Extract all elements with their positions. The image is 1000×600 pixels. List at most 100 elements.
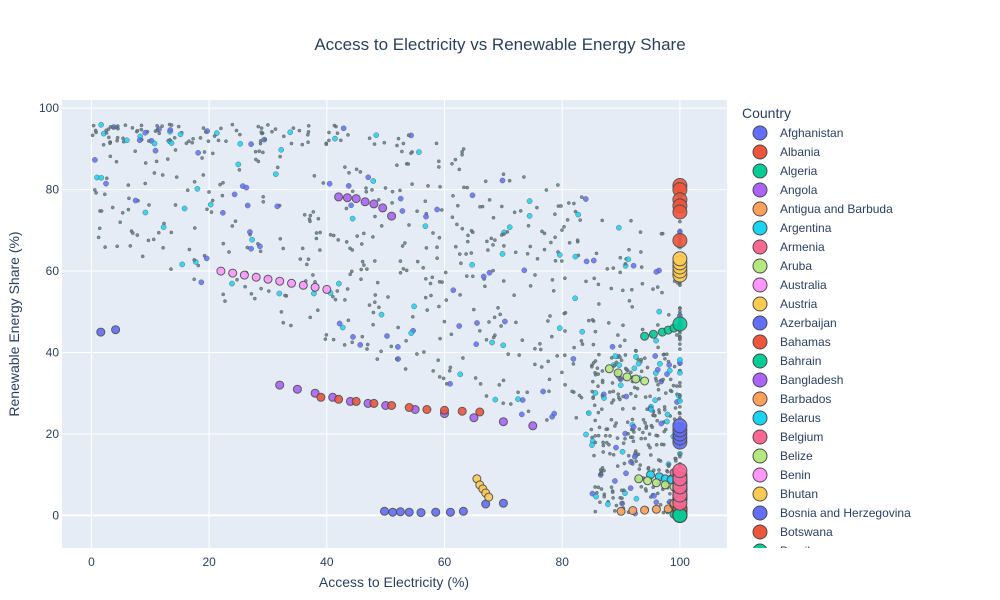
data-point[interactable] (440, 405, 449, 415)
data-point[interactable] (351, 194, 361, 204)
legend-item[interactable]: Bangladesh (752, 372, 843, 388)
legend-item[interactable]: Botswana (752, 524, 833, 540)
background-point (272, 171, 279, 177)
legend-item[interactable]: Bosnia and Herzegovina (752, 505, 911, 521)
data-point[interactable] (528, 421, 538, 431)
legend-item[interactable]: Angola (752, 182, 818, 198)
data-point[interactable] (388, 507, 398, 517)
legend-item[interactable]: Aruba (752, 258, 812, 274)
data-point[interactable] (316, 392, 326, 402)
data-point[interactable] (469, 413, 479, 423)
data-point[interactable] (660, 480, 670, 490)
data-point[interactable] (387, 211, 397, 221)
legend-item[interactable]: Belize (752, 448, 813, 464)
data-point[interactable] (342, 193, 352, 203)
data-point[interactable] (622, 372, 632, 382)
data-point[interactable] (672, 418, 688, 434)
data-point[interactable] (369, 199, 379, 209)
data-point[interactable] (96, 327, 106, 337)
data-point[interactable] (445, 507, 455, 517)
data-point[interactable] (431, 507, 441, 517)
data-point[interactable] (457, 406, 467, 416)
data-point[interactable] (369, 398, 379, 408)
data-point[interactable] (380, 506, 389, 516)
background-point (276, 290, 283, 297)
data-point[interactable] (378, 203, 388, 213)
data-point[interactable] (640, 505, 650, 515)
legend-item[interactable]: Australia (752, 277, 827, 293)
data-point[interactable] (613, 368, 623, 378)
data-point[interactable] (216, 266, 226, 276)
data-point[interactable] (672, 251, 688, 267)
data-point[interactable] (275, 276, 285, 286)
data-point[interactable] (310, 282, 320, 292)
legend-item[interactable]: Azerbaijan (752, 315, 837, 331)
data-point[interactable] (239, 270, 249, 280)
data-point[interactable] (616, 506, 626, 516)
legend-item[interactable]: Armenia (752, 239, 825, 255)
data-point[interactable] (351, 396, 361, 406)
data-point[interactable] (648, 329, 658, 339)
legend-item[interactable]: Barbados (752, 391, 831, 407)
data-point[interactable] (643, 476, 653, 486)
legend-item[interactable]: Austria (752, 296, 818, 312)
data-point[interactable] (498, 417, 508, 427)
background-point (403, 241, 407, 245)
data-point[interactable] (416, 508, 426, 518)
data-point[interactable] (334, 394, 344, 404)
data-point[interactable] (387, 401, 397, 410)
background-point (403, 367, 408, 371)
legend-item[interactable]: Bhutan (752, 486, 818, 502)
background-point (566, 201, 571, 205)
data-point[interactable] (651, 504, 661, 514)
background-point (560, 228, 564, 232)
legend-item[interactable]: Argentina (752, 220, 832, 236)
data-point[interactable] (322, 284, 332, 294)
data-point[interactable] (404, 507, 414, 517)
background-point (668, 388, 673, 393)
legend[interactable]: Country Afghanistan Albania Algeria Angola A… (742, 105, 911, 558)
data-point[interactable] (484, 492, 494, 502)
legend-item[interactable]: Brazil (753, 543, 810, 558)
data-point[interactable] (275, 380, 285, 390)
data-point[interactable] (251, 272, 261, 282)
background-point (314, 231, 319, 235)
data-point[interactable] (640, 331, 650, 341)
data-point[interactable] (395, 507, 405, 517)
data-point[interactable] (672, 233, 688, 248)
data-point[interactable] (458, 506, 468, 516)
data-point[interactable] (498, 498, 508, 508)
data-point[interactable] (111, 325, 121, 335)
data-point[interactable] (263, 274, 273, 284)
data-point[interactable] (298, 280, 308, 290)
data-point[interactable] (651, 478, 661, 488)
legend-item[interactable]: Algeria (752, 163, 818, 179)
legend-item[interactable]: Belarus (752, 410, 821, 426)
data-point[interactable] (672, 204, 688, 220)
legend-item[interactable]: Afghanistan (752, 125, 843, 141)
data-point[interactable] (360, 197, 370, 207)
background-point (347, 170, 351, 175)
data-point[interactable] (334, 192, 344, 202)
legend-item[interactable]: Bahamas (752, 334, 831, 350)
data-point[interactable] (404, 403, 414, 412)
legend-item[interactable]: Belgium (752, 429, 823, 445)
data-point[interactable] (628, 506, 638, 515)
legend-item[interactable]: Albania (752, 144, 820, 160)
data-point[interactable] (634, 474, 644, 484)
data-point[interactable] (292, 384, 302, 394)
data-point[interactable] (672, 316, 688, 332)
data-point[interactable] (640, 376, 650, 386)
data-point[interactable] (228, 268, 238, 278)
background-point (115, 244, 120, 249)
legend-item[interactable]: Benin (752, 467, 811, 483)
data-point[interactable] (604, 364, 614, 374)
data-point[interactable] (422, 405, 432, 414)
background-point (639, 250, 643, 254)
data-point[interactable] (672, 463, 688, 479)
legend-item[interactable]: Antigua and Barbuda (752, 201, 893, 217)
data-point[interactable] (631, 374, 641, 384)
legend-item[interactable]: Bahrain (752, 353, 821, 369)
data-point[interactable] (475, 407, 485, 417)
data-point[interactable] (287, 278, 296, 288)
